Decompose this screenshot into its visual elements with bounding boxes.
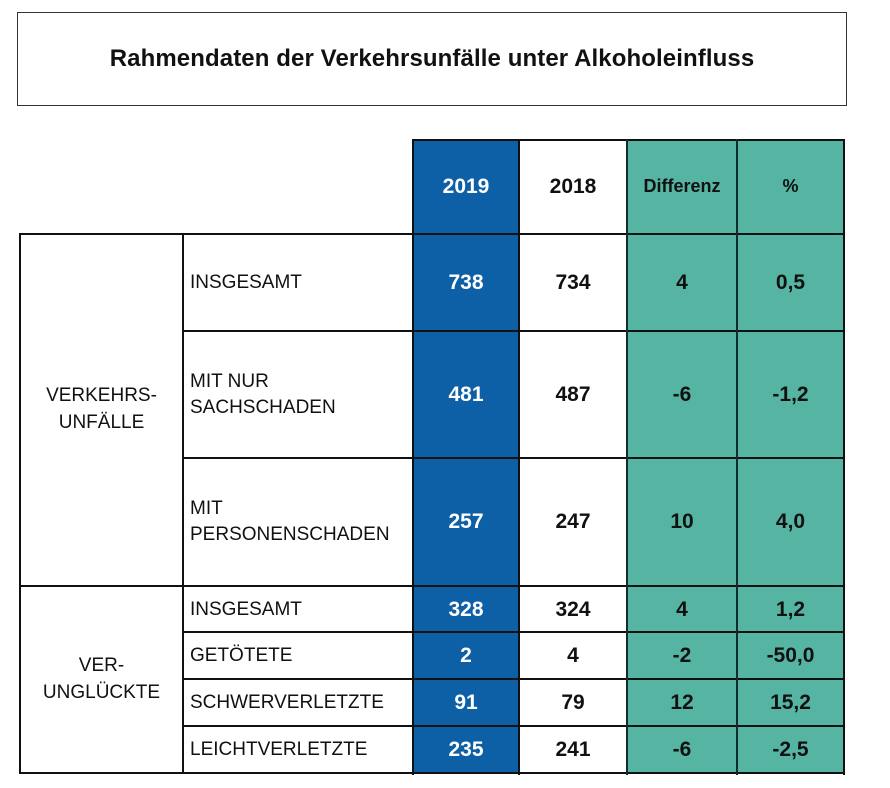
group-verkehrsunfaelle: VERKEHRS- UNFÄLLE (46, 385, 157, 433)
cell-2018: 487 (519, 331, 627, 458)
row-label: INSGESAMT (190, 272, 302, 294)
grid-line (183, 725, 845, 727)
cell-2019: 328 (413, 587, 519, 632)
cell-differenz: 4 (627, 235, 737, 331)
cell-differenz: -2 (627, 632, 737, 679)
header-2018: 2018 (519, 140, 627, 233)
cell-2019: 257 (413, 458, 519, 585)
grid-line (182, 233, 184, 774)
grid-line (626, 139, 628, 775)
grid-line (736, 139, 738, 775)
title-box: Rahmendaten der Verkehrsunfälle unter Al… (17, 12, 847, 106)
row-label: INSGESAMT (190, 598, 302, 620)
cell-percent: 0,5 (737, 235, 844, 331)
header-percent: % (737, 140, 844, 233)
row-label: LEICHTVERLETZTE (190, 738, 368, 760)
cell-2019: 235 (413, 726, 519, 773)
header-differenz: Differenz (627, 140, 737, 233)
grid-line (19, 585, 845, 587)
cell-differenz: 12 (627, 679, 737, 726)
cell-percent: -1,2 (737, 331, 844, 458)
cell-2018: 734 (519, 235, 627, 331)
row-label: GETÖTETE (190, 644, 293, 666)
cell-differenz: 4 (627, 587, 737, 632)
row-label: MIT NUR SACHSCHADEN (190, 370, 336, 418)
grid-line (19, 772, 845, 774)
grid-line (413, 139, 845, 141)
grid-line (183, 457, 845, 459)
cell-percent: 15,2 (737, 679, 844, 726)
cell-percent: 4,0 (737, 458, 844, 585)
cell-2018: 4 (519, 632, 627, 679)
cell-differenz: -6 (627, 726, 737, 773)
cell-2018: 79 (519, 679, 627, 726)
table-title: Rahmendaten der Verkehrsunfälle unter Al… (109, 45, 755, 72)
cell-differenz: 10 (627, 458, 737, 585)
cell-percent: -50,0 (737, 632, 844, 679)
cell-percent: 1,2 (737, 587, 844, 632)
grid-line (19, 233, 21, 774)
grid-line (19, 233, 845, 235)
row-label: MIT PERSONENSCHADEN (190, 497, 390, 545)
cell-percent: -2,5 (737, 726, 844, 773)
grid-line (183, 631, 845, 633)
cell-2018: 247 (519, 458, 627, 585)
cell-2019: 481 (413, 331, 519, 458)
grid-line (183, 678, 845, 680)
cell-2019: 2 (413, 632, 519, 679)
cell-differenz: -6 (627, 331, 737, 458)
cell-2019: 738 (413, 235, 519, 331)
grid-line (518, 139, 520, 775)
cell-2019: 91 (413, 679, 519, 726)
row-label: SCHWERVERLETZTE (190, 691, 384, 713)
cell-2018: 241 (519, 726, 627, 773)
header-2019: 2019 (413, 140, 519, 233)
group-verunglueckte: VER- UNGLÜCKTE (42, 655, 161, 703)
cell-2018: 324 (519, 587, 627, 632)
grid-line (183, 330, 845, 332)
